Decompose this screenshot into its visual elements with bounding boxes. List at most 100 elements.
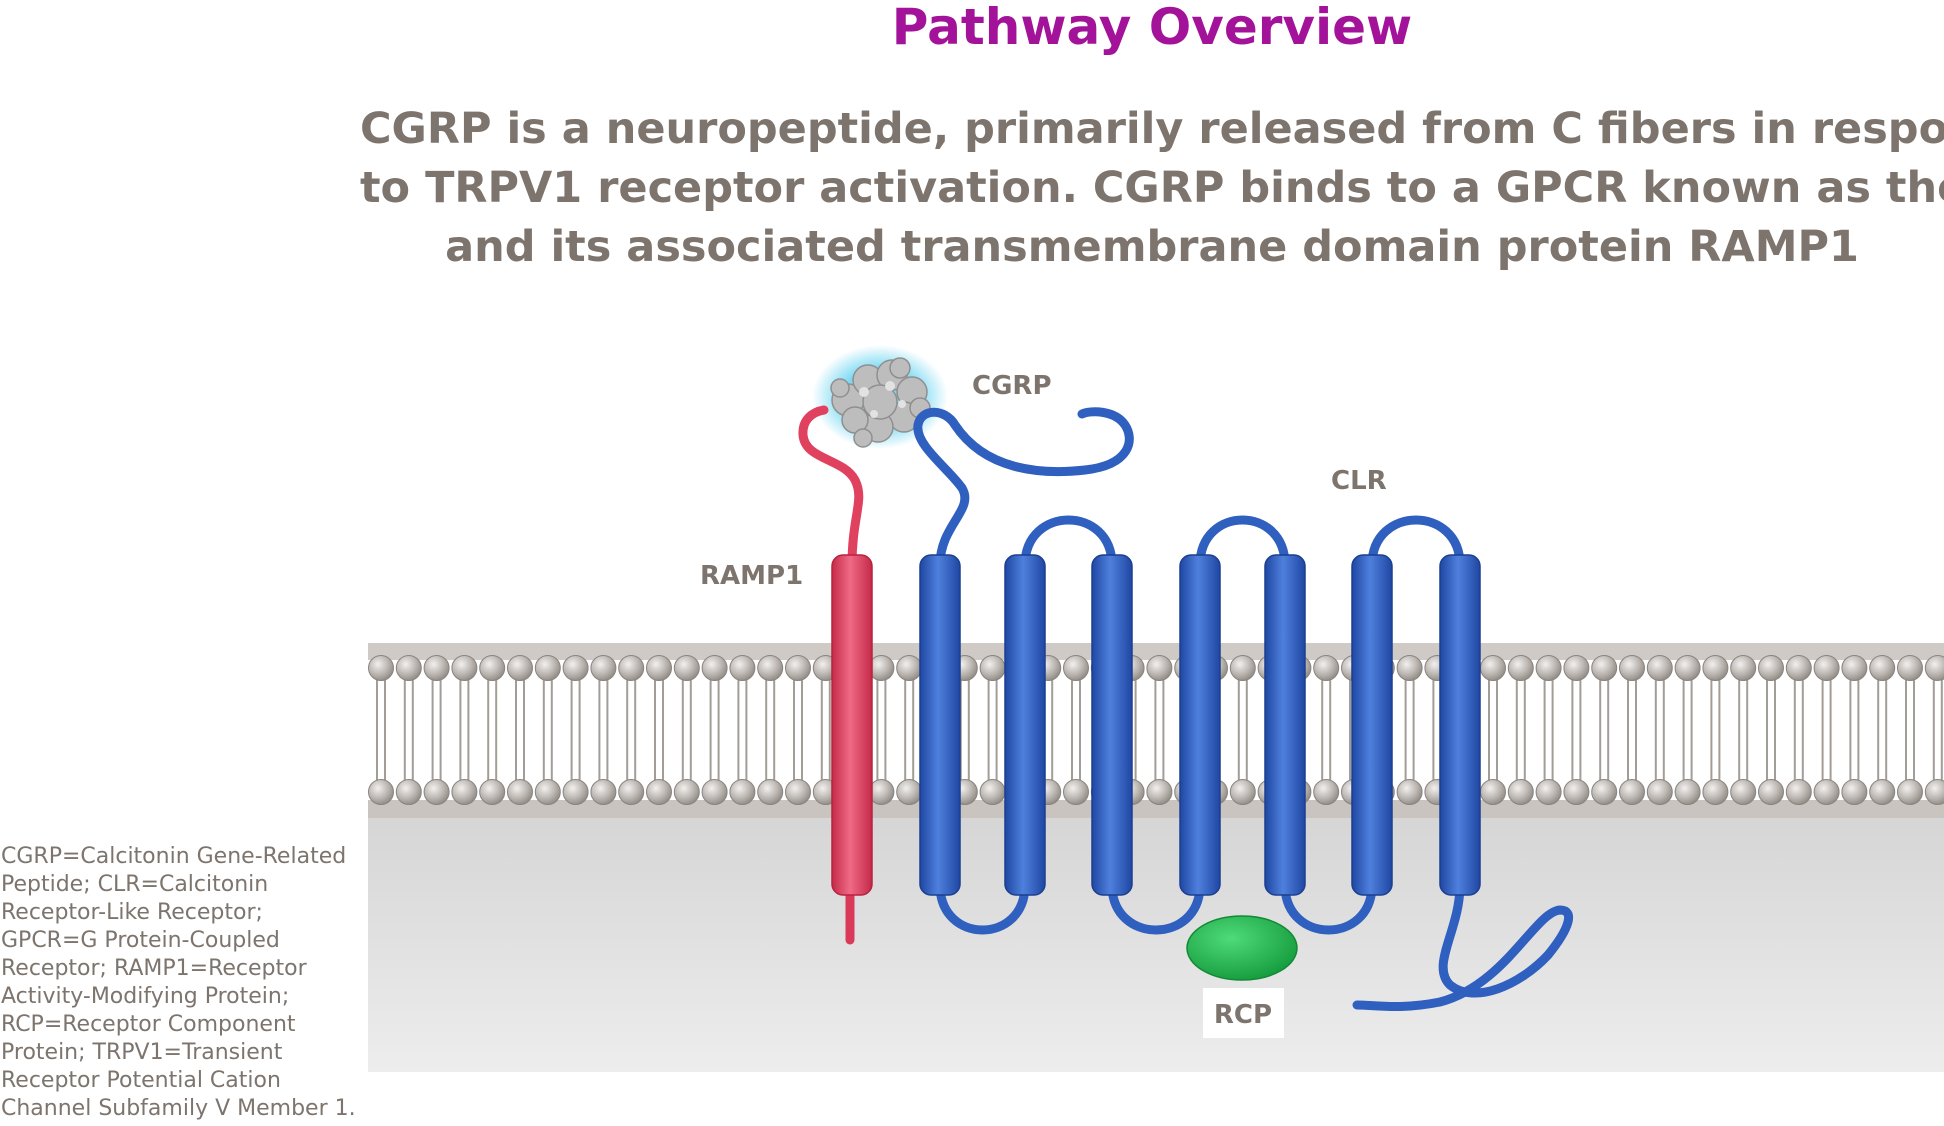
ramp1-protein bbox=[798, 405, 873, 945]
lipid-head bbox=[1063, 779, 1089, 805]
cgrp-label: CGRP bbox=[972, 371, 1052, 401]
clr-transmembrane-helix bbox=[1004, 554, 1046, 896]
lipid-head bbox=[479, 779, 506, 805]
lipid-head bbox=[1146, 779, 1173, 805]
lipid-head bbox=[1813, 655, 1840, 681]
lipid-head bbox=[729, 779, 756, 805]
lipid-head bbox=[896, 655, 923, 681]
lipid-head bbox=[1535, 655, 1562, 681]
lipid-head bbox=[1146, 655, 1173, 681]
lipid-head bbox=[1229, 779, 1256, 805]
lipid-head bbox=[590, 655, 617, 681]
lipid-head bbox=[1674, 779, 1701, 805]
lipid-head bbox=[590, 779, 617, 805]
lipid-head bbox=[534, 779, 561, 805]
lipid-head bbox=[1563, 655, 1590, 681]
lipid-head bbox=[1785, 655, 1812, 681]
lipid-head bbox=[1507, 655, 1534, 681]
lipid-head bbox=[451, 779, 478, 805]
lipid-head bbox=[1591, 779, 1618, 805]
abbreviations-footnote: CGRP=Calcitonin Gene-Related Peptide; CL… bbox=[1, 843, 361, 1123]
lipid-head bbox=[534, 655, 561, 681]
lipid-head bbox=[451, 655, 478, 681]
footnote-line: RCP=Receptor Component bbox=[1, 1012, 296, 1037]
rcp-label-box: RCP bbox=[1203, 988, 1284, 1038]
lipid-head bbox=[646, 655, 672, 681]
lipid-bilayer bbox=[368, 643, 1944, 818]
intro-line: CGRP is a neuropeptide, primarily releas… bbox=[360, 104, 1944, 154]
lipid-head bbox=[1897, 779, 1923, 805]
cgrp-peptide bbox=[812, 345, 948, 449]
footnote-line: CGRP=Calcitonin Gene-Related bbox=[1, 844, 347, 869]
footnote-line: Receptor; RAMP1=Receptor bbox=[1, 956, 307, 981]
lipid-head bbox=[562, 655, 589, 681]
lipid-head bbox=[618, 655, 645, 681]
lipid-head bbox=[673, 779, 700, 805]
footnote-line: Peptide; CLR=Calcitonin bbox=[1, 872, 269, 897]
lipid-head bbox=[1646, 655, 1673, 681]
lipid-head bbox=[618, 779, 645, 805]
lipid-head bbox=[368, 779, 394, 805]
lipid-head bbox=[1480, 655, 1506, 681]
lipid-head bbox=[1619, 655, 1645, 681]
lipid-head bbox=[1535, 779, 1562, 805]
lipid-head bbox=[1730, 655, 1757, 681]
intro-line: to TRPV1 receptor activation. CGRP binds… bbox=[360, 163, 1944, 213]
lipid-head bbox=[1396, 655, 1423, 681]
lipid-head bbox=[423, 655, 450, 681]
cell-interior bbox=[368, 800, 1944, 1072]
rcp-protein bbox=[1186, 915, 1298, 981]
lipid-head bbox=[1229, 655, 1256, 681]
rcp-label: RCP bbox=[1214, 1000, 1272, 1030]
lipid-head bbox=[507, 779, 533, 805]
lipid-head bbox=[1313, 779, 1340, 805]
footnote-line: Channel Subfamily V Member 1. bbox=[1, 1096, 356, 1121]
lipid-head bbox=[646, 779, 672, 805]
footnote-line: GPCR=G Protein-Coupled bbox=[1, 928, 280, 953]
lipid-head bbox=[395, 779, 422, 805]
clr-label: CLR bbox=[1331, 466, 1387, 496]
lipid-head bbox=[1674, 655, 1701, 681]
lipid-head bbox=[896, 779, 923, 805]
lipid-head bbox=[785, 779, 811, 805]
lipid-head bbox=[1758, 655, 1784, 681]
footnote-line: Receptor-Like Receptor; bbox=[1, 900, 263, 925]
footnote-line: Protein; TRPV1=Transient bbox=[1, 1040, 283, 1065]
lipid-head bbox=[757, 655, 784, 681]
lipid-head bbox=[507, 655, 533, 681]
lipid-head bbox=[368, 655, 394, 681]
lipid-head bbox=[1507, 779, 1534, 805]
lipid-head bbox=[1619, 779, 1645, 805]
footnote-line: Activity-Modifying Protein; bbox=[1, 984, 290, 1009]
lipid-head bbox=[729, 655, 756, 681]
lipid-head bbox=[1785, 779, 1812, 805]
lipid-head bbox=[1563, 779, 1590, 805]
lipid-head bbox=[785, 655, 811, 681]
lipid-head bbox=[479, 655, 506, 681]
lipid-head bbox=[1924, 655, 1944, 681]
lipid-head bbox=[1841, 779, 1868, 805]
lipid-head bbox=[1702, 655, 1729, 681]
lipid-head bbox=[1841, 655, 1868, 681]
page-title: Pathway Overview bbox=[891, 0, 1413, 56]
clr-transmembrane-helix bbox=[919, 554, 961, 896]
lipid-head bbox=[1646, 779, 1673, 805]
lipid-head bbox=[1869, 779, 1896, 805]
clr-receptor bbox=[913, 407, 1573, 1012]
lipid-head bbox=[1591, 655, 1618, 681]
lipid-head bbox=[979, 779, 1006, 805]
lipid-head bbox=[1702, 779, 1729, 805]
lipid-head bbox=[1897, 655, 1923, 681]
lipid-head bbox=[757, 779, 784, 805]
lipid-head bbox=[979, 655, 1006, 681]
ramp1-label: RAMP1 bbox=[700, 561, 803, 591]
clr-transmembrane-helix bbox=[1351, 554, 1393, 896]
lipid-head bbox=[395, 655, 422, 681]
lipid-head bbox=[1063, 655, 1089, 681]
lipid-head bbox=[1924, 779, 1944, 805]
lipid-head bbox=[1758, 779, 1784, 805]
footnote-line: Receptor Potential Cation bbox=[1, 1068, 281, 1093]
lipid-head bbox=[562, 779, 589, 805]
clr-transmembrane-helix bbox=[1439, 554, 1481, 896]
